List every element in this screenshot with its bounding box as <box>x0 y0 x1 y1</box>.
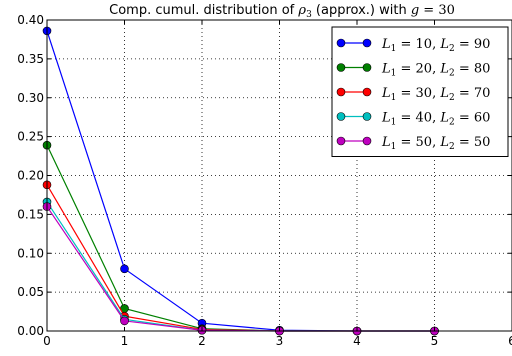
x-tick-label: 1 <box>121 334 129 348</box>
legend-label: L1 = 30, L2 = 70 <box>381 86 490 103</box>
legend-marker <box>362 112 372 121</box>
x-axis-ticks: 0 1 2 3 4 5 6 <box>43 20 512 348</box>
series-5 <box>42 202 439 336</box>
y-tick-label: 0.30 <box>17 91 44 105</box>
legend-entry: L1 = 50, L2 = 50 <box>336 135 490 152</box>
chart-title: Comp. cumul. distribution of ρ3 (approx.… <box>109 3 455 20</box>
y-tick-label: 0.10 <box>17 246 44 260</box>
legend-marker <box>362 136 372 146</box>
x-tick-label: 6 <box>508 334 512 348</box>
y-axis-ticks: 0.00 0.05 0.10 0.15 0.20 0.25 0.30 0.35 0.40 <box>17 13 512 338</box>
legend-marker <box>362 63 372 72</box>
y-tick-label: 0.40 <box>17 13 44 27</box>
x-tick-label: 2 <box>198 334 206 348</box>
legend-marker <box>336 63 346 72</box>
legend-marker <box>336 38 346 48</box>
legend-label: L1 = 50, L2 = 50 <box>381 135 490 152</box>
y-tick-label: 0.15 <box>17 207 44 221</box>
data-point <box>120 264 129 274</box>
grid <box>47 20 512 331</box>
y-tick-label: 0.05 <box>17 285 44 299</box>
legend-entry: L1 = 40, L2 = 60 <box>336 111 490 128</box>
y-tick-label: 0.35 <box>17 52 44 66</box>
y-tick-label: 0.00 <box>17 324 44 338</box>
legend-marker <box>336 87 346 97</box>
series-4 <box>42 197 439 336</box>
legend-label: L1 = 10, L2 = 90 <box>381 37 490 54</box>
legend-entry: L1 = 10, L2 = 90 <box>336 37 490 54</box>
legend-marker <box>362 38 372 48</box>
series-3 <box>42 180 439 336</box>
series-line <box>46 184 435 332</box>
series-2 <box>42 140 439 336</box>
legend-marker <box>362 87 372 97</box>
legend: L1 = 10, L2 = 90 L1 = 20, L2 = 80 L1 = 30,… <box>331 26 509 157</box>
legend-marker <box>336 136 346 146</box>
legend-label: L1 = 40, L2 = 60 <box>381 111 490 128</box>
x-tick-label: 3 <box>276 334 284 348</box>
legend-entry: L1 = 20, L2 = 80 <box>336 62 490 79</box>
y-tick-label: 0.20 <box>17 169 44 183</box>
x-tick-label: 0 <box>43 334 51 348</box>
x-tick-label: 4 <box>353 334 361 348</box>
legend-marker <box>336 112 346 121</box>
x-tick-label: 5 <box>431 334 439 348</box>
y-tick-label: 0.25 <box>17 130 44 144</box>
legend-label: L1 = 20, L2 = 80 <box>381 62 490 79</box>
data-point <box>120 316 129 326</box>
legend-entry: L1 = 30, L2 = 70 <box>336 86 490 103</box>
series-line <box>46 144 435 332</box>
